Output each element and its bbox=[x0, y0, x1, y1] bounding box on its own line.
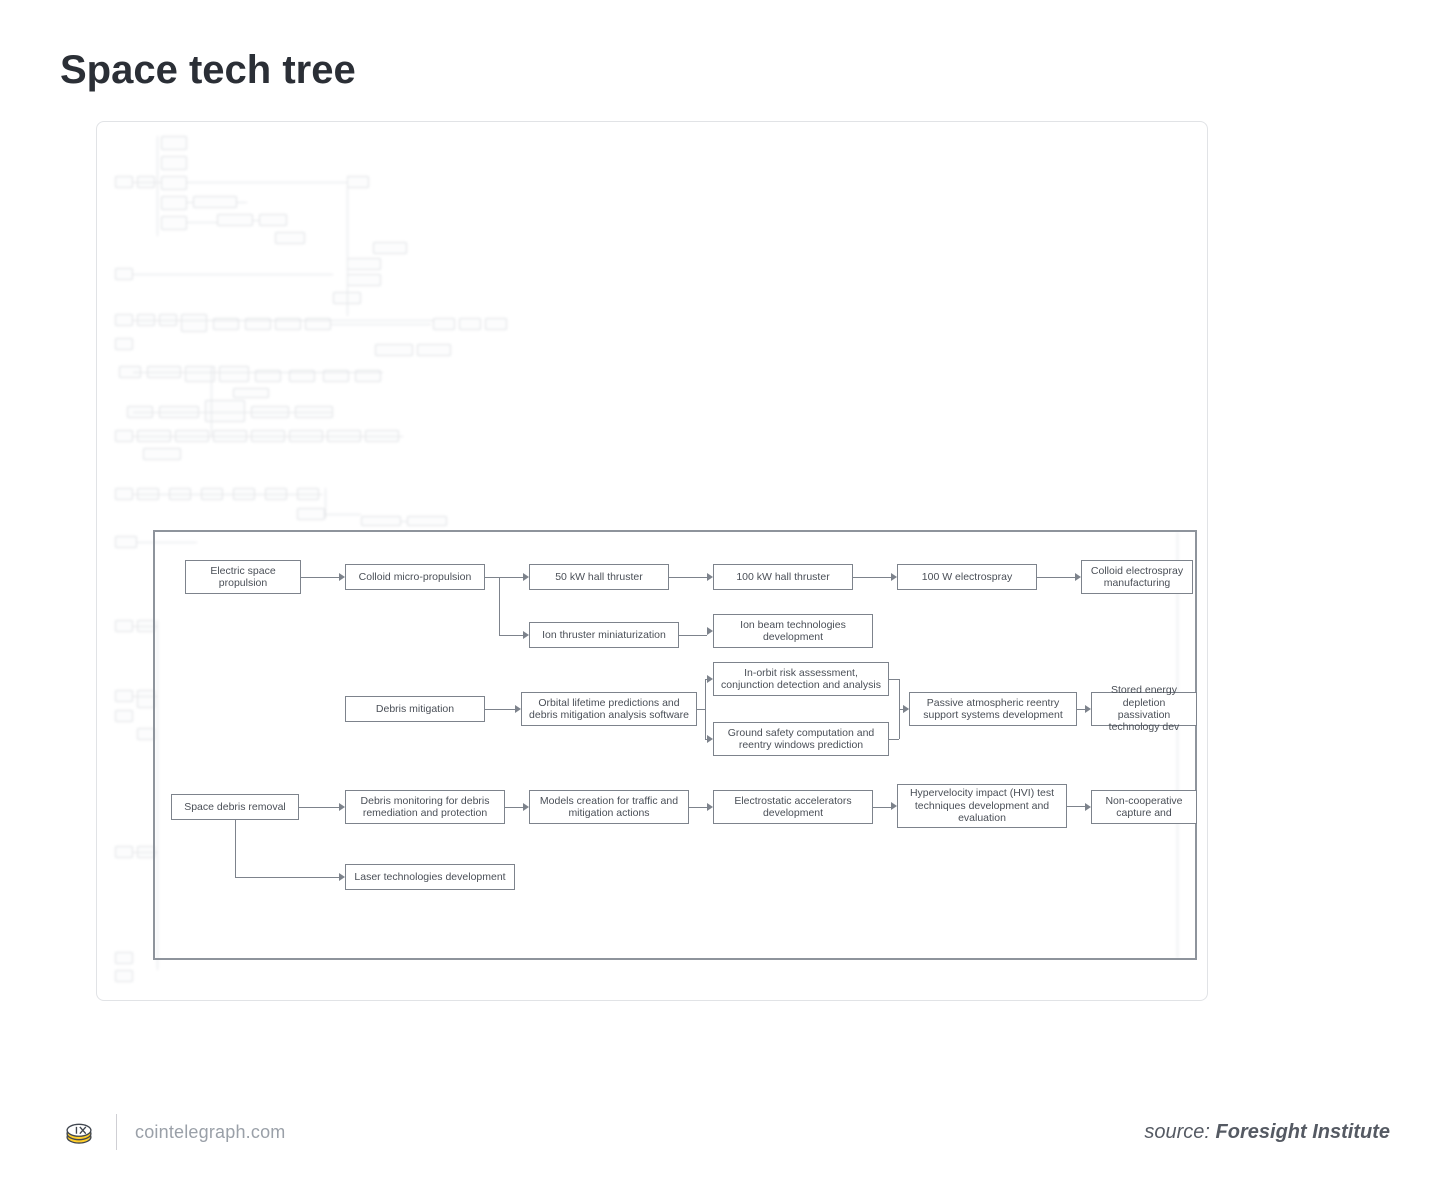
tech-node: Orbital lifetime predictions and debris … bbox=[521, 692, 697, 726]
tech-node: Non-cooperative capture and bbox=[1091, 790, 1197, 824]
edge bbox=[485, 577, 499, 578]
arrowhead-icon bbox=[707, 573, 713, 581]
edge bbox=[505, 807, 523, 808]
tech-node: 100 kW hall thruster bbox=[713, 564, 853, 590]
tech-node: Electric space propulsion bbox=[185, 560, 301, 594]
tech-node: Ion beam technologies development bbox=[713, 614, 873, 648]
footer: cointelegraph.com source: Foresight Inst… bbox=[0, 1072, 1450, 1192]
edge bbox=[235, 877, 339, 878]
tech-node: Debris monitoring for debris remediation… bbox=[345, 790, 505, 824]
tech-node: Ion thruster miniaturization bbox=[529, 622, 679, 648]
arrowhead-icon bbox=[339, 803, 345, 811]
edge bbox=[705, 679, 706, 709]
tech-node: Hypervelocity impact (HVI) test techniqu… bbox=[897, 784, 1067, 828]
arrowhead-icon bbox=[515, 705, 521, 713]
tech-node: Electrostatic accelerators development bbox=[713, 790, 873, 824]
arrowhead-icon bbox=[523, 573, 529, 581]
edge bbox=[669, 577, 707, 578]
arrowhead-icon bbox=[707, 627, 713, 635]
arrowhead-icon bbox=[1085, 803, 1091, 811]
edge bbox=[499, 577, 500, 635]
tech-node: Passive atmospheric reentry support syst… bbox=[909, 692, 1077, 726]
tech-node: Models creation for traffic and mitigati… bbox=[529, 790, 689, 824]
arrowhead-icon bbox=[339, 873, 345, 881]
arrowhead-icon bbox=[707, 803, 713, 811]
arrowhead-icon bbox=[891, 802, 897, 810]
tech-node: Laser technologies development bbox=[345, 864, 515, 890]
edge bbox=[235, 820, 236, 877]
arrowhead-icon bbox=[1075, 573, 1081, 581]
page-title: Space tech tree bbox=[60, 48, 1390, 93]
edge bbox=[679, 635, 707, 636]
site-url: cointelegraph.com bbox=[135, 1122, 286, 1143]
edge bbox=[301, 577, 339, 578]
tech-node: 100 W electrospray bbox=[897, 564, 1037, 590]
arrowhead-icon bbox=[707, 735, 713, 743]
edge bbox=[499, 635, 523, 636]
edge bbox=[1037, 577, 1075, 578]
source-label: source: Foresight Institute bbox=[1144, 1121, 1390, 1144]
arrowhead-icon bbox=[891, 573, 897, 581]
footer-divider bbox=[116, 1114, 117, 1150]
logo-icon bbox=[60, 1113, 98, 1151]
arrowhead-icon bbox=[523, 803, 529, 811]
edge bbox=[299, 807, 339, 808]
edge bbox=[899, 679, 900, 709]
tech-node: Colloid electrospray manufacturing bbox=[1081, 560, 1193, 594]
edge bbox=[485, 709, 515, 710]
arrowhead-icon bbox=[903, 705, 909, 713]
edge bbox=[705, 709, 706, 739]
source-prefix: source: bbox=[1144, 1121, 1215, 1143]
tech-node: 50 kW hall thruster bbox=[529, 564, 669, 590]
edge bbox=[889, 739, 899, 740]
edge bbox=[1067, 806, 1085, 807]
edge bbox=[889, 679, 899, 680]
diagram-frame: Electric space propulsion Colloid micro-p… bbox=[96, 121, 1208, 1001]
arrowhead-icon bbox=[523, 631, 529, 639]
tech-node: Space debris removal bbox=[171, 794, 299, 820]
tech-node: Debris mitigation bbox=[345, 696, 485, 722]
edge bbox=[853, 577, 891, 578]
edge bbox=[689, 807, 707, 808]
arrowhead-icon bbox=[1085, 705, 1091, 713]
tech-node: In-orbit risk assessment, conjunction de… bbox=[713, 662, 889, 696]
arrowhead-icon bbox=[339, 573, 345, 581]
edge bbox=[899, 709, 900, 739]
tech-node: Stored energy depletion passivation tech… bbox=[1091, 692, 1197, 726]
tech-node: Ground safety computation and reentry wi… bbox=[713, 722, 889, 756]
edge bbox=[697, 709, 705, 710]
source-name: Foresight Institute bbox=[1216, 1121, 1390, 1143]
edge bbox=[1077, 709, 1085, 710]
footer-left: cointelegraph.com bbox=[60, 1113, 286, 1151]
arrowhead-icon bbox=[707, 675, 713, 683]
tech-node: Colloid micro-propulsion bbox=[345, 564, 485, 590]
diagram-focus-layer: Electric space propulsion Colloid micro-p… bbox=[97, 122, 1207, 1000]
edge bbox=[873, 807, 891, 808]
